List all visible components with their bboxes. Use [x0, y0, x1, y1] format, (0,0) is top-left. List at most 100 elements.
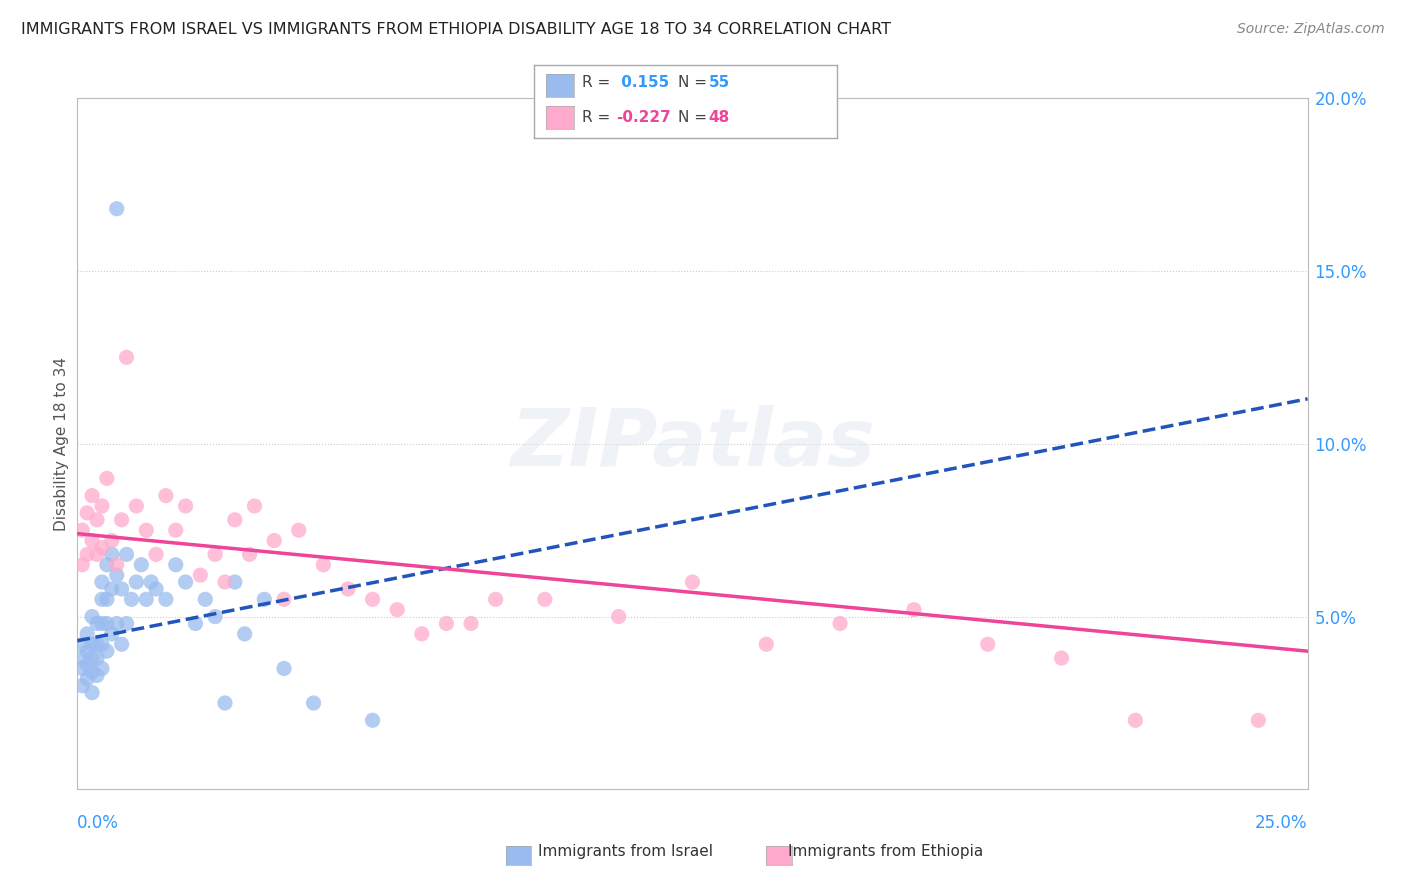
Y-axis label: Disability Age 18 to 34: Disability Age 18 to 34	[53, 357, 69, 531]
Point	[1050, 651, 1073, 665]
Text: -0.227: -0.227	[616, 111, 671, 125]
Point	[101, 582, 124, 596]
Point	[76, 672, 98, 686]
Point	[82, 686, 104, 700]
Point	[90, 592, 114, 607]
Point	[214, 696, 236, 710]
Point	[460, 616, 482, 631]
Text: R =: R =	[582, 111, 616, 125]
Point	[70, 523, 93, 537]
Point	[115, 351, 138, 365]
Text: R =: R =	[582, 76, 616, 90]
Text: N =: N =	[678, 111, 711, 125]
Point	[101, 548, 124, 562]
Point	[105, 616, 128, 631]
Point	[86, 616, 108, 631]
Point	[82, 489, 104, 503]
Point	[243, 499, 266, 513]
Text: 25.0%: 25.0%	[1256, 814, 1308, 831]
Point	[174, 575, 197, 590]
Point	[135, 592, 157, 607]
Point	[204, 609, 226, 624]
Point	[273, 661, 295, 675]
Point	[101, 533, 124, 548]
Point	[90, 541, 114, 555]
Point	[90, 616, 114, 631]
Point	[96, 616, 118, 631]
Point	[190, 568, 212, 582]
Point	[607, 609, 630, 624]
Point	[86, 668, 108, 682]
Point	[76, 506, 98, 520]
Point	[977, 637, 1000, 651]
Point	[184, 616, 207, 631]
Point	[70, 637, 93, 651]
Point	[86, 651, 108, 665]
Point	[165, 523, 187, 537]
Text: 0.0%: 0.0%	[77, 814, 120, 831]
Point	[903, 603, 925, 617]
Point	[288, 523, 311, 537]
Point	[337, 582, 360, 596]
Point	[76, 548, 98, 562]
Point	[224, 513, 246, 527]
Point	[135, 523, 157, 537]
Point	[70, 661, 93, 675]
Point	[90, 637, 114, 651]
Point	[111, 582, 132, 596]
Point	[125, 575, 148, 590]
Point	[82, 651, 104, 665]
Point	[125, 499, 148, 513]
Point	[411, 627, 433, 641]
Text: ZIPatlas: ZIPatlas	[510, 405, 875, 483]
Text: 0.155: 0.155	[616, 76, 669, 90]
Point	[214, 575, 236, 590]
Point	[165, 558, 187, 572]
Point	[239, 548, 262, 562]
Point	[115, 548, 138, 562]
Point	[121, 592, 143, 607]
Point	[131, 558, 153, 572]
Point	[1125, 714, 1147, 728]
Point	[361, 592, 384, 607]
Point	[90, 499, 114, 513]
Point	[90, 661, 114, 675]
Point	[155, 489, 177, 503]
Point	[82, 637, 104, 651]
Point	[1247, 714, 1270, 728]
Point	[194, 592, 217, 607]
Point	[86, 548, 108, 562]
Point	[141, 575, 163, 590]
Point	[105, 558, 128, 572]
Point	[76, 658, 98, 673]
Point	[145, 582, 167, 596]
Text: 48: 48	[709, 111, 730, 125]
Point	[273, 592, 295, 607]
Point	[115, 616, 138, 631]
Point	[96, 644, 118, 658]
Text: Immigrants from Israel: Immigrants from Israel	[538, 845, 713, 859]
Point	[233, 627, 256, 641]
Point	[755, 637, 778, 651]
Point	[105, 202, 128, 216]
Point	[436, 616, 458, 631]
Text: IMMIGRANTS FROM ISRAEL VS IMMIGRANTS FROM ETHIOPIA DISABILITY AGE 18 TO 34 CORRE: IMMIGRANTS FROM ISRAEL VS IMMIGRANTS FRO…	[21, 22, 891, 37]
Text: Source: ZipAtlas.com: Source: ZipAtlas.com	[1237, 22, 1385, 37]
Point	[101, 627, 124, 641]
Point	[682, 575, 704, 590]
Point	[86, 637, 108, 651]
Point	[82, 609, 104, 624]
Point	[86, 513, 108, 527]
Point	[96, 471, 118, 485]
Point	[387, 603, 409, 617]
Point	[263, 533, 285, 548]
Point	[174, 499, 197, 513]
Point	[70, 558, 93, 572]
Point	[312, 558, 335, 572]
Point	[96, 558, 118, 572]
Text: N =: N =	[678, 76, 711, 90]
Point	[76, 627, 98, 641]
Point	[82, 533, 104, 548]
Point	[224, 575, 246, 590]
Point	[204, 548, 226, 562]
